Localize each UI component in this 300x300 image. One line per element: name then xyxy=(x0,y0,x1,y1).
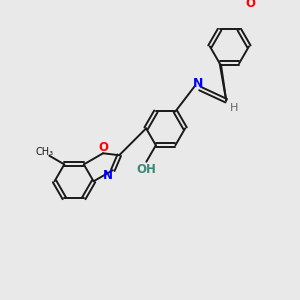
Text: O: O xyxy=(98,141,108,154)
Text: N: N xyxy=(193,76,203,90)
Text: OH: OH xyxy=(136,163,156,176)
Text: N: N xyxy=(103,169,113,182)
Text: O: O xyxy=(246,0,256,10)
Text: H: H xyxy=(230,103,238,113)
Text: CH₃: CH₃ xyxy=(35,147,53,157)
